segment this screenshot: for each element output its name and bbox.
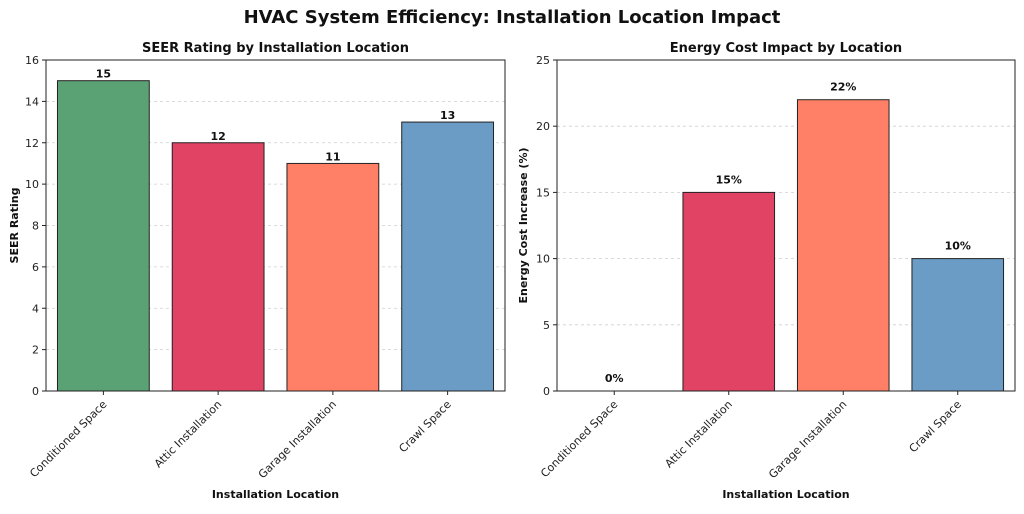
x-tick-label: Attic Installation	[152, 398, 224, 470]
bar	[171, 142, 265, 392]
y-tick-label: 20	[536, 120, 550, 133]
y-tick-label: 10	[536, 253, 550, 266]
bar	[286, 162, 380, 392]
y-tick-label: 16	[25, 54, 39, 67]
x-axis-label: Installation Location	[212, 488, 339, 501]
x-tick-label: Crawl Space	[396, 398, 453, 455]
y-tick-label: 8	[32, 220, 39, 233]
bar-value-label: 0%	[605, 372, 624, 385]
axes-frame	[45, 59, 506, 392]
x-tick-label: Attic Installation	[662, 398, 734, 470]
y-tick-label: 12	[25, 137, 39, 150]
bar	[796, 99, 890, 392]
bar	[911, 258, 1005, 392]
y-tick-label: 10	[25, 178, 39, 191]
y-axis-label: Energy Cost Increase (%)	[517, 147, 530, 303]
bar-value-label: 11	[325, 150, 340, 163]
axes-frame	[556, 59, 1016, 392]
bar-value-label: 15	[96, 68, 111, 81]
bar-value-label: 10%	[945, 240, 971, 253]
chart-title: Energy Cost Impact by Location	[670, 41, 902, 56]
x-tick-label: Crawl Space	[907, 398, 964, 455]
bar	[682, 191, 776, 392]
y-tick-label: 2	[32, 344, 39, 357]
y-axis-label: SEER Rating	[8, 188, 21, 264]
y-tick-label: 5	[543, 319, 550, 332]
bar-value-label: 15%	[716, 173, 742, 186]
x-tick-label: Conditioned Space	[538, 398, 620, 480]
x-tick-label: Garage Installation	[256, 398, 339, 481]
x-tick-label: Conditioned Space	[27, 398, 109, 480]
bar	[401, 121, 495, 392]
y-tick-label: 14	[25, 95, 39, 108]
y-tick-label: 0	[543, 385, 550, 398]
bar-value-label: 12	[210, 130, 225, 143]
x-axis-label: Installation Location	[722, 488, 849, 501]
figure-title: HVAC System Efficiency: Installation Loc…	[244, 7, 781, 28]
y-tick-label: 0	[32, 385, 39, 398]
bar-value-label: 22%	[830, 81, 856, 94]
chart-title: SEER Rating by Installation Location	[142, 41, 409, 56]
y-tick-label: 4	[32, 302, 39, 315]
y-tick-label: 15	[536, 186, 550, 199]
panel-seer-rating: 15 Conditioned Space 12 Attic Installation 1…	[8, 41, 506, 501]
bar-value-label: 13	[440, 109, 455, 122]
y-tick-label: 25	[536, 54, 550, 67]
bar	[56, 80, 150, 392]
x-tick-label: Garage Installation	[766, 398, 849, 481]
panel-energy-cost: 0% Conditioned Space 15% Attic Installation…	[517, 41, 1016, 501]
y-tick-label: 6	[32, 261, 39, 274]
